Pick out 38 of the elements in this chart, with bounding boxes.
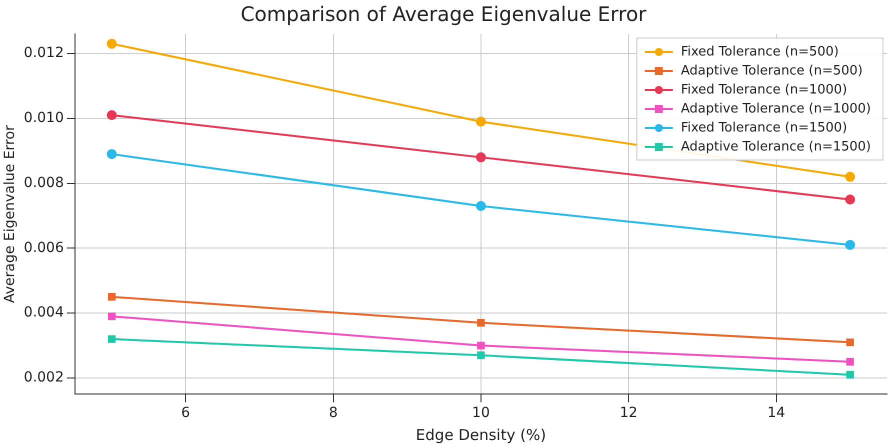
point (845, 194, 856, 204)
y-tick-label: 0.006 (24, 240, 64, 256)
chart-title: Comparison of Average Eigenvalue Error (240, 2, 648, 26)
y-tick-label: 0.012 (24, 45, 64, 62)
point (108, 293, 116, 301)
y-tick-label: 0.002 (24, 370, 64, 386)
legend-label: Adaptive Tolerance (n=1000) (680, 101, 872, 116)
point (476, 152, 486, 162)
point (846, 370, 854, 379)
x-tick-label: 12 (620, 405, 638, 422)
point (477, 351, 485, 360)
y-tick-label: 0.008 (24, 174, 64, 191)
y-tick-label: 0.010 (24, 110, 64, 126)
legend-label: Fixed Tolerance (n=1000) (680, 82, 848, 98)
legend-label: Adaptive Tolerance (n=500) (680, 63, 863, 78)
legend-label: Fixed Tolerance (n=1500) (680, 120, 848, 136)
x-tick-label: 10 (472, 405, 490, 422)
x-axis-title: Edge Density (%) (416, 426, 546, 444)
point (846, 338, 854, 346)
point (845, 172, 856, 182)
legend-label: Fixed Tolerance (n=500) (680, 44, 839, 60)
point (106, 149, 117, 160)
point (477, 318, 485, 327)
legend-label: Adaptive Tolerance (n=1500) (680, 139, 872, 154)
point (846, 358, 854, 366)
point (477, 342, 485, 350)
point (476, 116, 486, 127)
x-tick-label: 14 (767, 405, 786, 422)
x-tick-label: 6 (181, 405, 190, 422)
y-axis-title: Average Eigenvalue Error (2, 124, 18, 304)
point (106, 38, 117, 49)
y-tick-label: 0.004 (24, 304, 64, 321)
point (106, 110, 117, 120)
x-tick-label: 8 (328, 405, 338, 422)
point (108, 335, 116, 343)
point (108, 312, 116, 320)
point (845, 240, 856, 250)
point (476, 200, 486, 211)
